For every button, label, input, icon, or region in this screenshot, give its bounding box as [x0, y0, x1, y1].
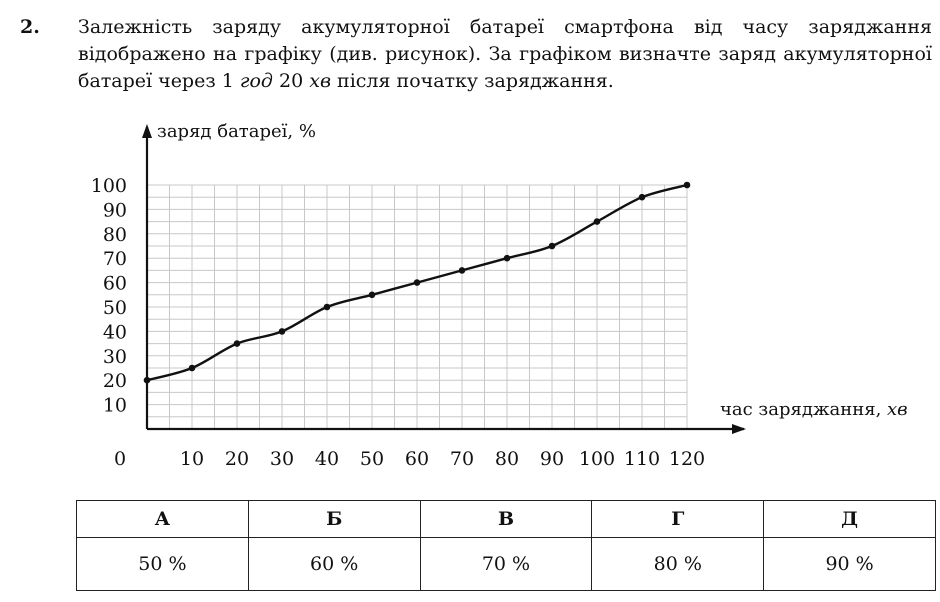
data-point	[638, 193, 646, 201]
chart-axes	[142, 124, 746, 434]
y-tick-label: 10	[103, 395, 127, 417]
answer-value-d[interactable]: 90 %	[763, 537, 936, 591]
y-tick-label: 60	[103, 273, 127, 295]
answer-value-h[interactable]: 80 %	[591, 537, 765, 591]
answer-option-b[interactable]: Б	[247, 500, 421, 538]
x-axis-arrow-icon	[732, 424, 746, 434]
question-text-part: 20	[272, 70, 310, 92]
x-axis-label: час заряджання, хв	[720, 399, 908, 420]
question: 2. Залежність заряду акумуляторної батар…	[20, 14, 932, 95]
y-tick-label: 50	[103, 297, 127, 319]
answer-option-h[interactable]: Г	[591, 500, 765, 538]
answer-table: А Б В Г Д 50 % 60 % 70 % 80 % 90 %	[76, 500, 936, 591]
answer-option-d[interactable]: Д	[763, 500, 936, 538]
y-tick-label: 80	[103, 224, 127, 246]
answer-value-row: 50 % 60 % 70 % 80 % 90 %	[76, 537, 936, 591]
data-point	[548, 242, 556, 250]
x-tick-label: 40	[315, 448, 339, 470]
data-point	[143, 376, 151, 384]
data-point	[278, 328, 286, 335]
x-tick-label: 30	[270, 448, 294, 470]
question-text-part: Залежність заряду акумуляторної батареї …	[78, 16, 932, 92]
y-tick-label: 70	[103, 248, 127, 270]
data-point	[323, 303, 331, 311]
battery-charge-chart: 10 20 30 40 50 60 70 80 90 100 110 1201020304050607…	[91, 121, 908, 470]
answer-value-v[interactable]: 70 %	[419, 537, 593, 591]
y-axis-label: заряд батареї, %	[157, 121, 316, 142]
x-tick-label: 60	[405, 448, 429, 470]
data-point	[593, 218, 601, 225]
y-tick-label: 20	[103, 370, 127, 392]
data-point	[458, 267, 466, 274]
answer-value-b[interactable]: 60 %	[247, 537, 421, 591]
x-tick-label: 70	[450, 448, 474, 470]
y-tick-label: 30	[103, 346, 127, 368]
y-tick-label: 40	[103, 321, 127, 343]
x-tick-label: 80	[495, 448, 519, 470]
y-axis-arrow-icon	[142, 124, 152, 138]
hours-unit: год	[239, 70, 273, 92]
x-tick-label: 120	[669, 448, 705, 470]
data-point	[368, 291, 376, 299]
chart-grid	[147, 184, 688, 429]
answer-value-a[interactable]: 50 %	[76, 537, 249, 591]
x-axis-label-text: час заряджання,	[720, 399, 887, 420]
data-point	[233, 340, 241, 347]
x-tick-label: 20	[225, 448, 249, 470]
x-tick-label: 10	[180, 448, 204, 470]
answer-header-row: А Б В Г Д	[76, 500, 936, 538]
origin-label: 0	[114, 448, 126, 470]
chart-tick-labels: 10 20 30 40 50 60 70 80 90 100 110 1201020304050607…	[91, 175, 705, 470]
question-text: Залежність заряду акумуляторної батареї …	[78, 14, 932, 95]
x-axis-label-unit: хв	[887, 399, 908, 420]
minutes-unit: хв	[309, 70, 332, 92]
data-point	[503, 254, 511, 262]
answer-option-v[interactable]: В	[419, 500, 593, 538]
question-text-part: після початку заряджання.	[331, 70, 614, 92]
y-tick-label: 90	[103, 199, 127, 221]
answer-option-a[interactable]: А	[76, 500, 249, 538]
x-tick-label: 100	[579, 448, 615, 470]
x-tick-label: 90	[540, 448, 564, 470]
data-point	[413, 279, 421, 286]
x-tick-label: 110	[624, 448, 660, 470]
x-tick-label: 50	[360, 448, 384, 470]
data-point	[683, 181, 691, 189]
data-point	[188, 364, 196, 372]
question-number: 2.	[20, 16, 40, 38]
chart-series	[143, 181, 691, 384]
y-tick-label: 100	[91, 175, 127, 197]
